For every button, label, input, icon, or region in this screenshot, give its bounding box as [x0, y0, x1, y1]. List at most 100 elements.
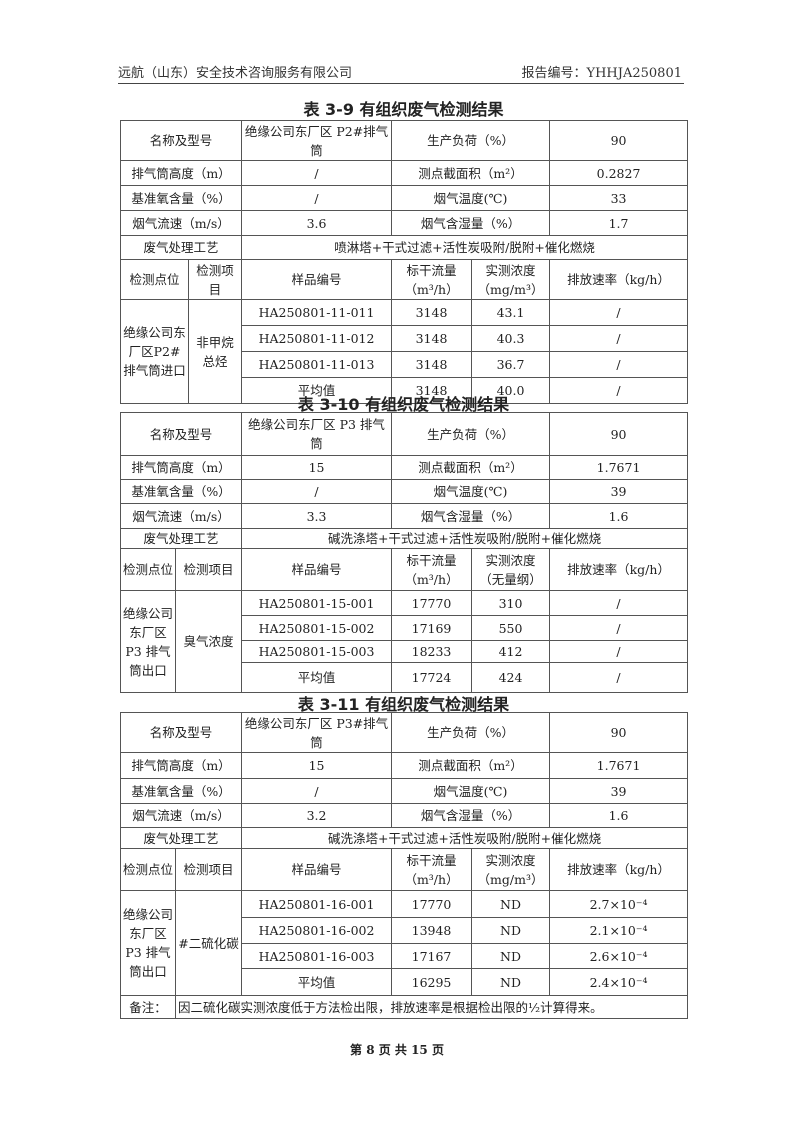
- info-label: 名称及型号: [119, 412, 243, 456]
- info-value: 90: [549, 120, 689, 161]
- emission-rate: /: [549, 377, 689, 404]
- emission-rate: /: [549, 615, 689, 641]
- sample-id: HA250801-16-002: [241, 917, 393, 944]
- process-label: 废气处理工艺: [119, 528, 243, 549]
- table-row: 废气处理工艺 喷淋塔+干式过滤+活性炭吸附/脱附+催化燃烧: [119, 235, 689, 260]
- flow-value: 16295: [391, 968, 473, 996]
- table-row: 绝缘公司东厂区 P3 排气筒出口 #二硫化碳 HA250801-16-001 1777…: [120, 890, 689, 996]
- info-label: 测点截面积（m²）: [391, 455, 551, 480]
- flow-value: 13948: [391, 917, 473, 944]
- sampling-location: 绝缘公司东厂区 P3 排气筒出口: [120, 890, 176, 996]
- info-value: 3.6: [241, 210, 393, 236]
- concentration-value: ND: [471, 968, 551, 996]
- table-row: 烟气流速（m/s） 3.6 烟气含湿量（%） 1.7: [119, 210, 689, 236]
- info-label: 烟气温度(℃): [391, 778, 551, 804]
- concentration-value: ND: [471, 917, 551, 944]
- info-label: 测点截面积（m²）: [391, 160, 551, 186]
- column-header: 实测浓度（mg/m³）: [471, 848, 551, 891]
- table-row: 废气处理工艺 碱洗涤塔+干式过滤+活性炭吸附/脱附+催化燃烧: [119, 528, 689, 549]
- table-row: 基准氧含量（%） / 烟气温度(℃) 33: [119, 185, 689, 211]
- column-header: 标干流量（m³/h）: [391, 259, 473, 300]
- table-title: 表 3-10 有组织废气检测结果: [297, 395, 510, 414]
- info-value: /: [241, 160, 393, 186]
- column-header: 排放速率（kg/h）: [549, 848, 689, 891]
- process-value: 碱洗涤塔+干式过滤+活性炭吸附/脱附+催化燃烧: [241, 827, 689, 849]
- table-title: 表 3-11 有组织废气检测结果: [297, 695, 510, 714]
- column-header: 排放速率（kg/h）: [549, 548, 689, 591]
- table-row: 排气筒高度（m） 15 测点截面积（m²） 1.7671: [119, 752, 689, 779]
- test-item: 臭气浓度: [174, 590, 243, 693]
- info-label: 烟气流速（m/s）: [119, 503, 243, 529]
- flow-value: 17169: [391, 615, 473, 641]
- info-value: 90: [549, 412, 689, 456]
- table-row: 废气处理工艺 碱洗涤塔+干式过滤+活性炭吸附/脱附+催化燃烧: [119, 827, 689, 849]
- info-label: 烟气含湿量（%）: [391, 803, 551, 828]
- column-header: 实测浓度（mg/m³）: [471, 259, 551, 300]
- test-item: #二硫化碳: [174, 890, 243, 996]
- sample-id: HA250801-15-001: [241, 590, 393, 616]
- test-item: 非甲烷总烃: [187, 299, 243, 404]
- sample-id: HA250801-11-011: [241, 299, 393, 326]
- info-value: /: [241, 185, 393, 211]
- table-row: 平均值 3148 40.0/: [121, 377, 689, 404]
- info-value: 0.2827: [549, 160, 689, 186]
- info-value: 3.2: [241, 803, 393, 828]
- info-value: 1.6: [549, 503, 689, 529]
- table-row: HA250801-11-013 3148 36.7/: [121, 351, 689, 378]
- column-header: 检测项目: [187, 259, 243, 300]
- info-label: 基准氧含量（%）: [119, 479, 243, 504]
- info-label: 烟气流速（m/s）: [119, 803, 243, 828]
- concentration-value: 43.1: [471, 299, 551, 326]
- info-label: 测点截面积（m²）: [391, 752, 551, 779]
- report-number: 报告编号：YHHJA250801: [521, 66, 682, 81]
- info-label: 排气筒高度（m）: [119, 752, 243, 779]
- emission-rate: /: [549, 325, 689, 352]
- emission-rate: /: [549, 640, 689, 663]
- sample-id: HA250801-15-002: [241, 615, 393, 641]
- table-row: 排气筒高度（m） / 测点截面积（m²） 0.2827: [119, 160, 689, 186]
- concentration-value: 310: [471, 590, 551, 616]
- info-value: 1.7671: [549, 752, 689, 779]
- sample-id: HA250801-11-012: [241, 325, 393, 352]
- column-header: 检测项目: [174, 848, 243, 891]
- concentration-value: 424: [471, 662, 551, 693]
- info-value: 90: [549, 712, 689, 753]
- note-text: 因二硫化碳实测浓度低于方法检出限，排放速率是根据检出限的½计算得来。: [174, 995, 689, 1019]
- flow-value: 18233: [391, 640, 473, 663]
- emission-rate: /: [549, 590, 689, 616]
- results-table: 名称及型号 绝缘公司东厂区 P3 排气筒 生产负荷（%） 90 排气筒高度（m） 15 测点…: [119, 412, 689, 693]
- info-value: 39: [549, 778, 689, 804]
- table-row: 检测点位 检测项目 样品编号 标干流量（m³/h） 实测浓度（mg/m³） 排放速率（kg…: [120, 848, 689, 891]
- table-row: 烟气流速（m/s） 3.3 烟气含湿量（%） 1.6: [119, 503, 689, 529]
- emission-rate: 2.1×10⁻⁴: [549, 917, 689, 944]
- info-value: 33: [549, 185, 689, 211]
- info-label: 烟气流速（m/s）: [119, 210, 243, 236]
- info-label: 名称及型号: [119, 712, 243, 753]
- concentration-value: ND: [471, 943, 551, 969]
- info-value: 1.6: [549, 803, 689, 828]
- flow-value: 3148: [391, 325, 473, 352]
- average-label: 平均值: [241, 968, 393, 996]
- column-header: 标干流量（m³/h）: [391, 548, 473, 591]
- table-row: 检测点位 检测项目 样品编号 标干流量（m³/h） 实测浓度（无量纲） 排放速率（kg/h…: [120, 548, 689, 591]
- note-label: 备注：: [120, 995, 176, 1019]
- header-divider: [118, 83, 684, 84]
- info-value: /: [241, 778, 393, 804]
- average-label: 平均值: [241, 377, 393, 404]
- table-row: 基准氧含量（%） / 烟气温度(℃) 39: [119, 479, 689, 504]
- company-name: 远航（山东）安全技术咨询服务有限公司: [118, 66, 353, 81]
- info-label: 基准氧含量（%）: [119, 185, 243, 211]
- page-number: 第 8 页 共 15 页: [350, 1043, 444, 1057]
- results-table: 名称及型号 绝缘公司东厂区 P3#排气筒 生产负荷（%） 90 排气筒高度（m） 15 测点…: [119, 712, 689, 1019]
- average-label: 平均值: [241, 662, 393, 693]
- info-label: 基准氧含量（%）: [119, 778, 243, 804]
- concentration-value: 40.3: [471, 325, 551, 352]
- info-value: 1.7671: [549, 455, 689, 480]
- table-row: 名称及型号 绝缘公司东厂区 P3#排气筒 生产负荷（%） 90: [119, 712, 689, 753]
- info-value: 3.3: [241, 503, 393, 529]
- column-header: 样品编号: [241, 548, 393, 591]
- sample-id: HA250801-15-003: [241, 640, 393, 663]
- emission-rate: 2.4×10⁻⁴: [549, 968, 689, 996]
- table-row: 烟气流速（m/s） 3.2 烟气含湿量（%） 1.6: [119, 803, 689, 828]
- results-table: 名称及型号 绝缘公司东厂区 P2#排气筒 生产负荷（%） 90 排气筒高度（m） / 测点截…: [119, 120, 689, 404]
